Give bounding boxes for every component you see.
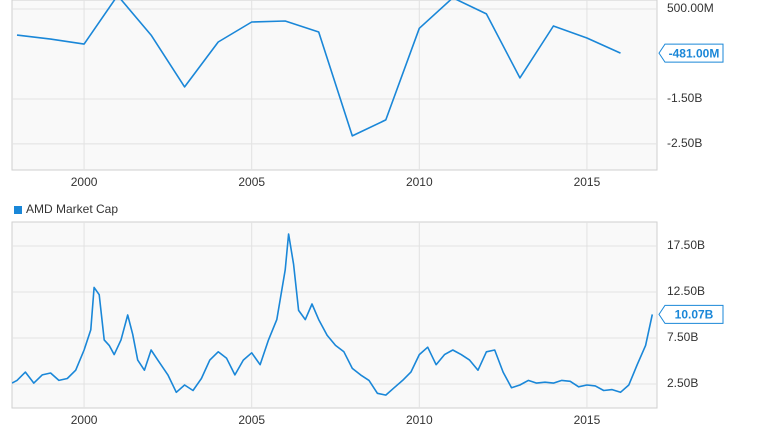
plot-area [11, 221, 658, 409]
y-tick-label: 7.50B [667, 330, 698, 344]
x-tick-label: 2010 [406, 413, 433, 427]
plot-area [11, 0, 658, 171]
legend-swatch [14, 206, 22, 214]
y-tick-label: -2.50B [667, 136, 702, 150]
series-group [12, 233, 654, 396]
value-label: -481.00M [669, 46, 720, 60]
x-tick-label: 2005 [238, 413, 265, 427]
y-tick-label: -1.50B [667, 91, 702, 105]
value-label: 10.07B [675, 308, 714, 322]
y-tick-label: 17.50B [667, 238, 705, 252]
legend-label: AMD Market Cap [26, 202, 118, 216]
y-tick-label: 2.50B [667, 376, 698, 390]
series-line [16, 0, 621, 137]
x-tick-label: 2010 [406, 175, 433, 189]
x-tick-label: 2000 [71, 175, 98, 189]
x-tick-label: 2015 [574, 413, 601, 427]
x-tick-label: 2000 [71, 413, 98, 427]
series-group [16, 0, 621, 137]
series-line [12, 233, 654, 396]
x-tick-label: 2015 [574, 175, 601, 189]
x-tick-label: 2005 [238, 175, 265, 189]
value-callout [658, 43, 724, 63]
value-callout [658, 304, 724, 324]
y-tick-label: 500.00M [667, 1, 714, 15]
y-tick-label: 12.50B [667, 284, 705, 298]
